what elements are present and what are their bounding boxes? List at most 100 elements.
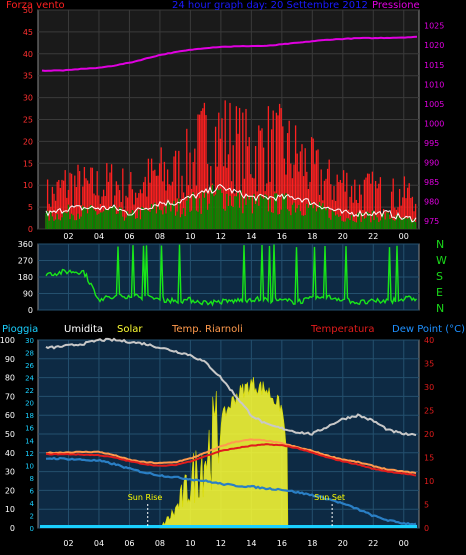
solar-area (159, 377, 289, 529)
humidity-tick-label: 20 (5, 486, 15, 495)
left-tick-label: 0 (28, 225, 33, 234)
temp-tick-label: 5 (424, 501, 429, 510)
rain-tick-label: 2 (30, 512, 34, 520)
rain-tick-label: 14 (25, 437, 34, 445)
header-solar: Solar (117, 324, 143, 335)
left-tick-label: 50 (23, 6, 33, 15)
compass-label: E (436, 286, 443, 299)
right-tick-label: 975 (424, 217, 439, 226)
temp-tick-label: 40 (424, 336, 434, 345)
left-axis-label: Forza vento (6, 0, 65, 11)
humidity-tick-label: 30 (5, 468, 15, 477)
temperature-line (45, 443, 417, 477)
left-tick-label: 5 (28, 203, 33, 212)
compass-label: N (436, 238, 444, 251)
rain-tick-label: 10 (25, 462, 34, 470)
rain-tick-label: 12 (25, 450, 34, 458)
right-tick-label: 1005 (424, 100, 444, 109)
humidity-tick-label: 70 (5, 392, 15, 401)
humidity-tick-label: 60 (5, 411, 15, 420)
temp-tick-label: 35 (424, 360, 434, 369)
right-tick-label: 995 (424, 139, 439, 148)
temp-tick-label: 20 (424, 430, 434, 439)
rain-tick-label: 28 (25, 350, 34, 358)
left-tick-label: 20 (23, 137, 33, 146)
right-tick-label: 980 (424, 198, 439, 207)
right-tick-label: 1000 (424, 119, 444, 128)
sunset-label: Sun Set (314, 493, 345, 502)
rain-tick-label: 4 (30, 500, 35, 508)
humidity-tick-label: 90 (5, 355, 15, 364)
header-temp-riarnoli: Temp. Riarnoli (171, 324, 243, 335)
rain-tick-label: 24 (25, 375, 34, 383)
rain-tick-label: 26 (25, 362, 34, 370)
rain-tick-label: 18 (25, 412, 34, 420)
left-tick-label: 40 (23, 50, 33, 59)
x-tick-label: 20 (338, 232, 348, 241)
direction-tick-label: 180 (18, 273, 33, 282)
temp-tick-label: 15 (424, 454, 434, 463)
right-axis-label: Pressione (372, 0, 420, 11)
header-rain: Pioggia (2, 324, 38, 335)
x-tick-label: 02 (63, 539, 73, 548)
x-tick-label: 22 (368, 232, 378, 241)
compass-label: S (436, 270, 443, 283)
humidity-tick-label: 100 (0, 336, 15, 345)
dew-point-line (46, 456, 417, 526)
left-tick-label: 10 (23, 181, 33, 190)
x-tick-label: 06 (124, 232, 134, 241)
x-tick-label: 04 (94, 539, 104, 548)
left-tick-label: 45 (23, 28, 33, 37)
humidity-tick-label: 50 (5, 430, 15, 439)
pressure-line (41, 35, 418, 72)
x-tick-label: 16 (277, 539, 287, 548)
header-humidity: Umidita (64, 324, 103, 335)
x-tick-label: 00 (399, 232, 409, 241)
header-dew-point: Dew Point (°C) (392, 324, 465, 335)
humidity-tick-label: 0 (10, 524, 15, 533)
direction-tick-label: 360 (18, 240, 33, 249)
temp-riarnoli-line (45, 438, 417, 475)
x-tick-label: 12 (216, 539, 226, 548)
header-temperature: Temperatura (310, 324, 375, 335)
right-tick-label: 1020 (424, 41, 444, 50)
x-tick-label: 00 (399, 539, 409, 548)
x-tick-label: 18 (307, 232, 317, 241)
x-tick-label: 08 (155, 539, 165, 548)
x-tick-label: 14 (246, 232, 256, 241)
right-tick-label: 1015 (424, 61, 444, 70)
rain-tick-label: 0 (30, 525, 34, 533)
compass-label: N (436, 302, 444, 315)
humidity-tick-label: 10 (5, 505, 15, 514)
humidity-tick-label: 80 (5, 374, 15, 383)
left-tick-label: 35 (23, 72, 33, 81)
x-tick-label: 14 (246, 539, 256, 548)
x-tick-label: 12 (216, 232, 226, 241)
temp-tick-label: 10 (424, 477, 434, 486)
right-tick-label: 990 (424, 159, 439, 168)
rain-tick-label: 30 (25, 337, 34, 345)
direction-tick-label: 0 (28, 306, 33, 315)
rain-tick-label: 22 (25, 387, 34, 395)
x-tick-label: 20 (338, 539, 348, 548)
humidity-line (45, 337, 417, 437)
x-tick-label: 18 (307, 539, 317, 548)
x-tick-label: 02 (63, 232, 73, 241)
temp-tick-label: 30 (424, 383, 434, 392)
chart-title: 24 hour graph day: 20 Settembre 2012 (172, 0, 368, 11)
x-tick-label: 10 (185, 539, 195, 548)
rain-tick-label: 16 (25, 425, 34, 433)
rain-tick-label: 6 (30, 487, 35, 495)
temp-tick-label: 0 (424, 524, 429, 533)
x-tick-label: 04 (94, 232, 104, 241)
rain-tick-label: 20 (25, 400, 34, 408)
compass-label: W (436, 254, 447, 267)
x-tick-label: 22 (368, 539, 378, 548)
x-tick-label: 10 (185, 232, 195, 241)
sunrise-label: Sun Rise (128, 493, 163, 502)
right-tick-label: 1010 (424, 80, 444, 89)
